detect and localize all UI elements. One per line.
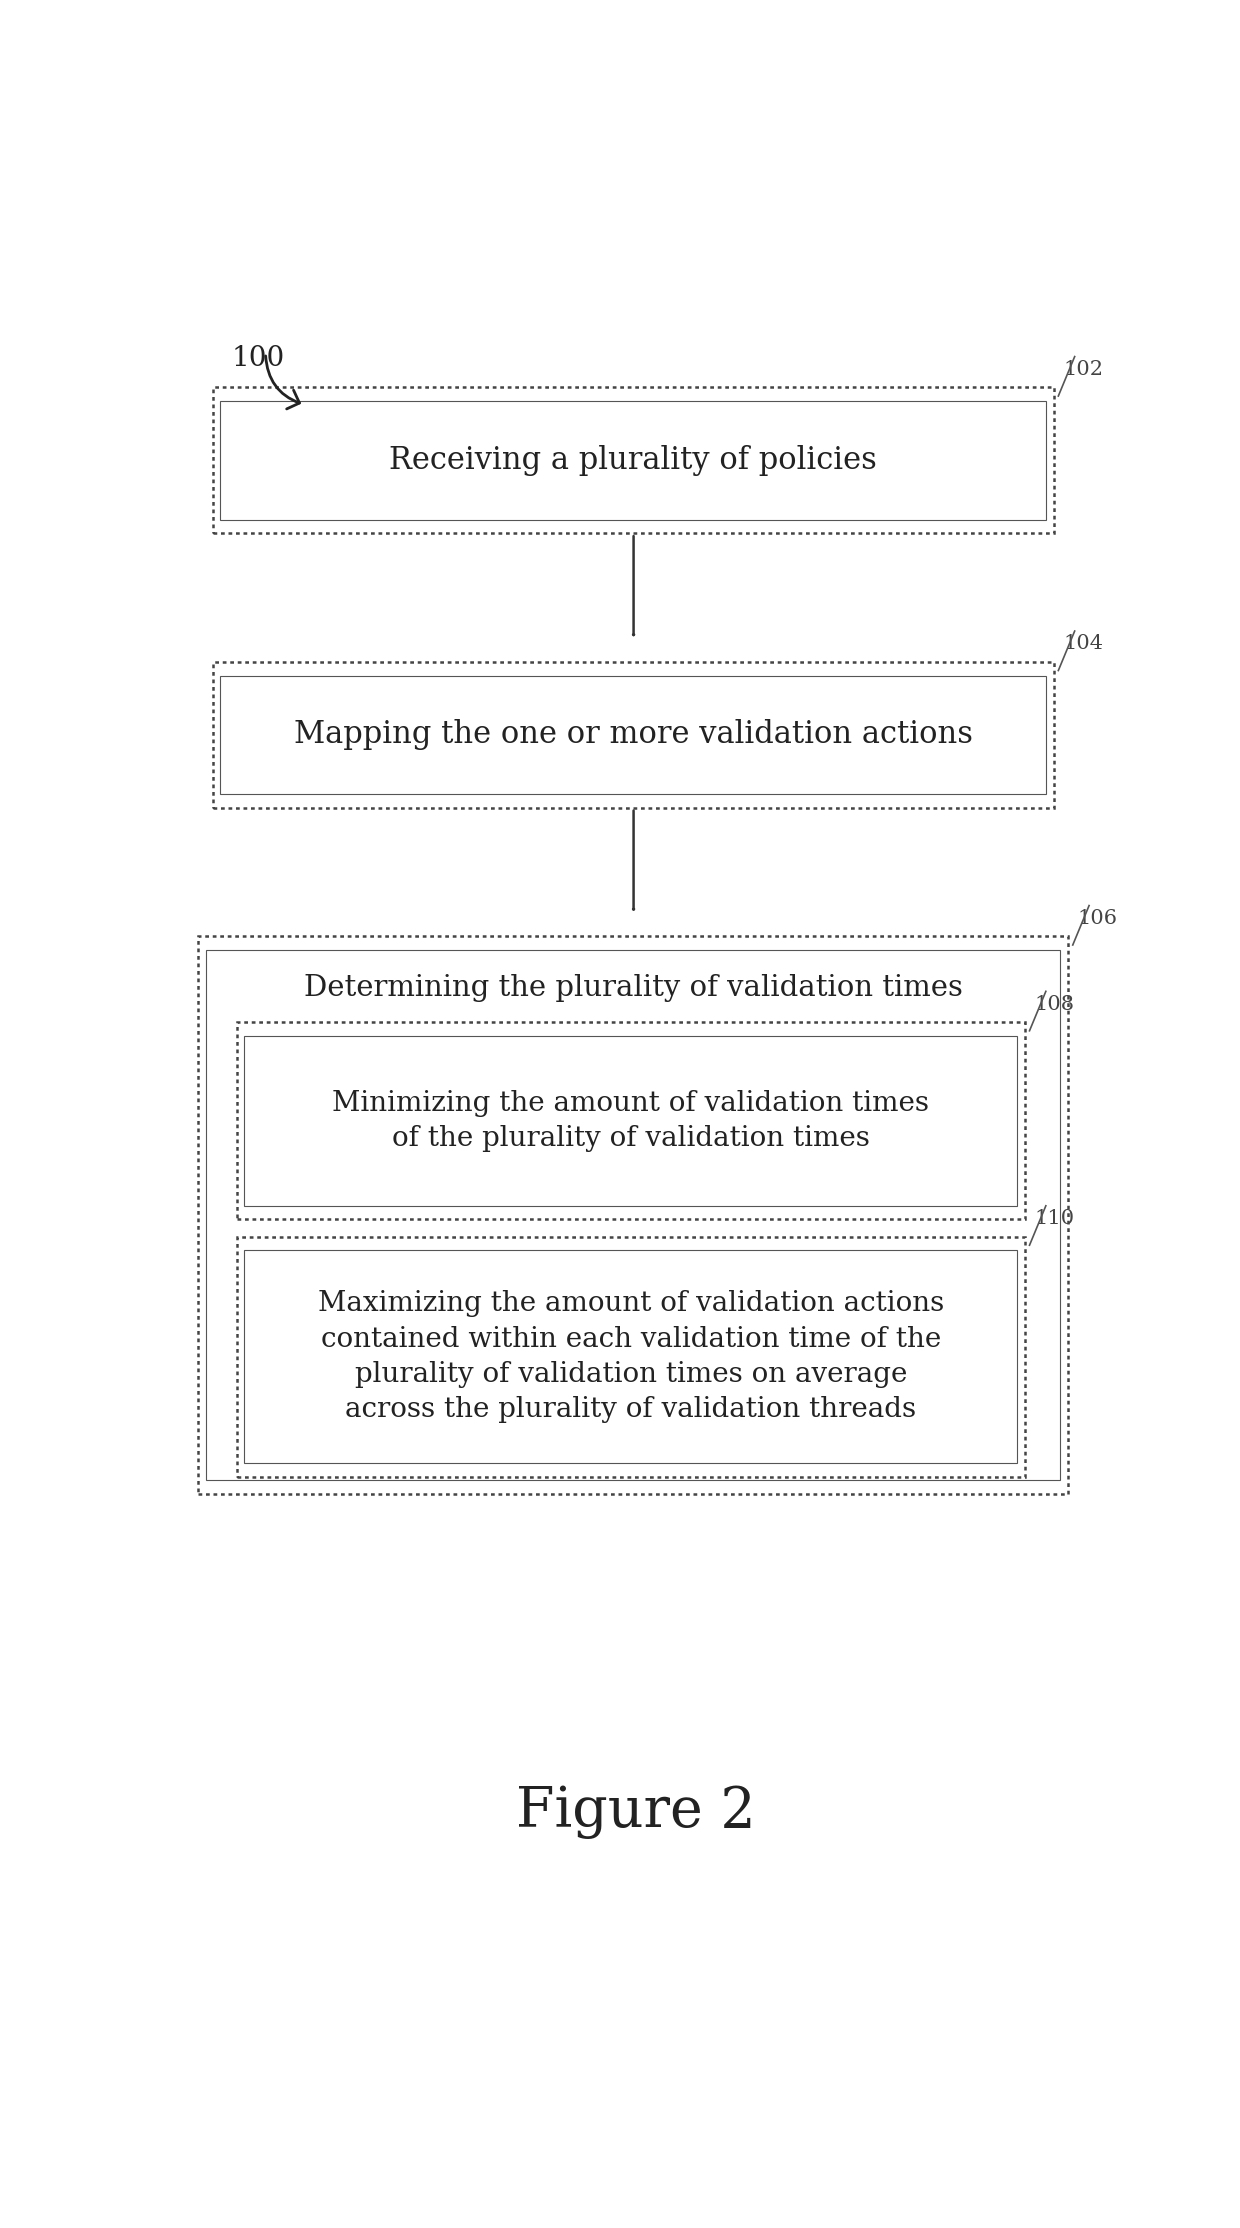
Text: Minimizing the amount of validation times
of the plurality of validation times: Minimizing the amount of validation time… <box>332 1089 929 1152</box>
Bar <box>221 675 1045 793</box>
Bar <box>237 1237 1024 1477</box>
Text: 106: 106 <box>1078 909 1117 927</box>
Text: 110: 110 <box>1034 1210 1074 1228</box>
Text: Mapping the one or more validation actions: Mapping the one or more validation actio… <box>294 720 972 751</box>
Text: 102: 102 <box>1063 361 1104 379</box>
Bar <box>244 1250 1017 1464</box>
Text: Receiving a plurality of policies: Receiving a plurality of policies <box>389 446 877 477</box>
Bar <box>206 949 1060 1479</box>
Bar <box>198 936 1068 1495</box>
Text: 104: 104 <box>1063 635 1104 653</box>
Bar <box>213 388 1054 532</box>
Bar <box>237 1023 1024 1219</box>
Text: Figure 2: Figure 2 <box>516 1785 755 1838</box>
Bar <box>244 1036 1017 1205</box>
Text: Maximizing the amount of validation actions
contained within each validation tim: Maximizing the amount of validation acti… <box>317 1290 944 1424</box>
Bar <box>221 401 1045 519</box>
Text: 100: 100 <box>232 345 285 372</box>
Text: 108: 108 <box>1034 994 1074 1014</box>
Bar <box>213 662 1054 809</box>
Text: Determining the plurality of validation times: Determining the plurality of validation … <box>304 974 962 1003</box>
